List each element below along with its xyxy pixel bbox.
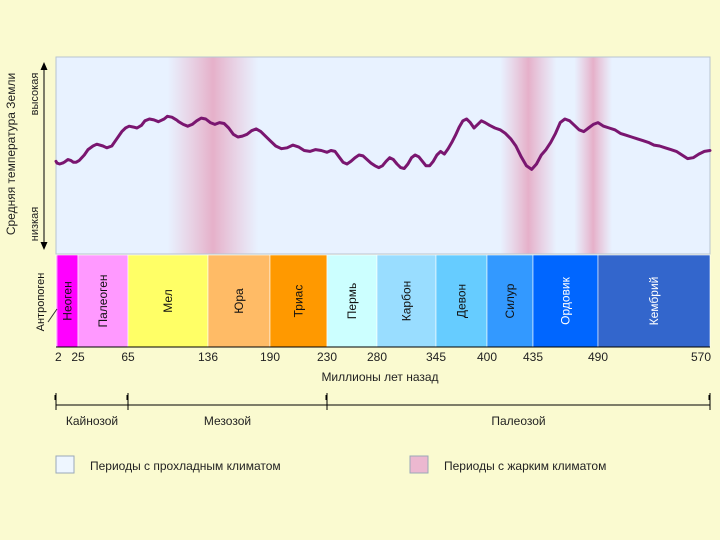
period-bar: [486, 254, 534, 348]
period-label: Мел: [161, 289, 175, 312]
x-tick-label: 490: [588, 350, 608, 364]
x-tick-label: 65: [121, 350, 135, 364]
era-label: Кайнозой: [66, 414, 118, 428]
ylabel-high: высокая: [29, 73, 41, 116]
anthropogen-pointer: [47, 308, 58, 323]
y-arrow-head-up: [40, 62, 48, 70]
period-bar: [326, 254, 378, 348]
x-tick-label: 280: [367, 350, 387, 364]
legend-label-cool: Периоды с прохладным климатом: [90, 459, 281, 473]
period-bar: [269, 254, 328, 348]
period-bar: [532, 254, 599, 348]
period-label: Карбон: [400, 281, 414, 322]
ylabel: Средняя температура Земли: [4, 73, 18, 235]
x-tick-label: 570: [691, 350, 711, 364]
x-tick-label: 136: [198, 350, 218, 364]
xlabel: Миллионы лет назад: [321, 370, 438, 384]
period-label: Кембрий: [647, 277, 661, 326]
x-tick-labels: 2 25 65 136 190 230 280 345 400 435 490 570: [55, 350, 711, 364]
y-arrow-head-down: [40, 242, 48, 250]
period-label: Палеоген: [96, 274, 110, 327]
plot-border: [55, 56, 711, 255]
period-strip: Неоген Палеоген Мел Юра Триас Пермь Карбон Дево…: [55, 254, 711, 348]
x-tick-label: 345: [426, 350, 446, 364]
period-bar: [435, 254, 488, 348]
period-label-anthropogen: Антропоген: [35, 273, 47, 332]
x-tick-label: 25: [71, 350, 85, 364]
legend-label-warm: Периоды с жарким климатом: [444, 459, 606, 473]
x-tick-label: 400: [477, 350, 497, 364]
period-label: Пермь: [345, 283, 359, 319]
warm-band: [500, 57, 557, 254]
legend-swatch-warm: [409, 455, 429, 474]
warm-bands: [167, 57, 612, 254]
era-labels: Кайнозой Мезозой Палеозой: [66, 414, 546, 428]
era-label: Палеозой: [491, 414, 545, 428]
period-bar: [207, 254, 271, 348]
period-bar: [127, 254, 209, 348]
period-bar: [597, 254, 711, 348]
x-tick-label: 2: [55, 350, 62, 364]
era-ticks: [54, 393, 711, 410]
warm-band: [574, 57, 612, 254]
period-label: Триас: [292, 285, 306, 318]
period-label: Силур: [503, 283, 517, 318]
x-tick-label: 435: [523, 350, 543, 364]
period-label: Девон: [455, 284, 469, 318]
period-label: Неоген: [61, 281, 75, 320]
legend: Периоды с прохладным климатом Периоды с …: [55, 455, 606, 474]
ylabel-low: низкая: [29, 207, 41, 241]
x-tick-label: 230: [317, 350, 337, 364]
era-label: Мезозой: [204, 414, 251, 428]
period-label: Юра: [232, 288, 246, 314]
warm-band: [167, 57, 259, 254]
x-tick-label: 190: [260, 350, 280, 364]
period-label: Ордовик: [559, 276, 573, 324]
legend-swatch-cool: [55, 455, 75, 474]
temperature-curve: [54, 114, 712, 171]
period-bar: [77, 254, 129, 348]
period-bar: [376, 254, 437, 348]
